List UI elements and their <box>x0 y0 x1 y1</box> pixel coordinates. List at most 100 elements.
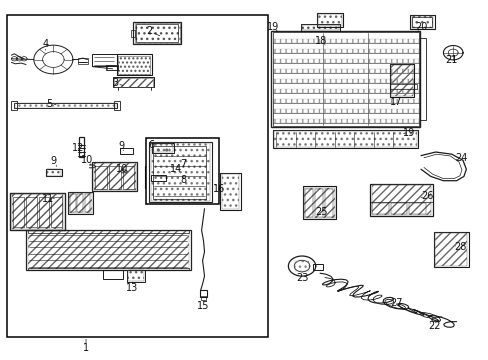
Bar <box>27 231 189 269</box>
Text: 28: 28 <box>453 242 465 252</box>
Bar <box>151 143 210 201</box>
Bar <box>200 296 205 300</box>
Text: 7: 7 <box>180 159 186 169</box>
Bar <box>411 16 432 28</box>
Text: 3: 3 <box>112 78 118 88</box>
Bar <box>409 15 434 29</box>
Bar <box>153 145 206 199</box>
Bar <box>302 25 338 30</box>
Bar <box>6 15 267 337</box>
Bar <box>135 23 179 43</box>
Text: 2: 2 <box>146 26 152 36</box>
Bar <box>315 189 323 217</box>
Text: 13: 13 <box>126 283 138 293</box>
Text: 14: 14 <box>170 164 182 174</box>
Bar <box>303 186 335 220</box>
Bar <box>133 22 181 44</box>
Bar <box>153 144 172 152</box>
Bar <box>128 270 143 282</box>
Bar <box>272 39 418 43</box>
Bar <box>295 261 308 271</box>
Bar <box>272 59 418 63</box>
Bar <box>113 77 154 87</box>
Bar <box>94 163 136 190</box>
Bar <box>272 130 417 148</box>
Bar <box>312 264 323 270</box>
Bar <box>120 148 133 154</box>
Bar <box>272 89 418 93</box>
Bar <box>14 103 117 108</box>
Bar <box>84 194 90 212</box>
Bar <box>118 55 150 74</box>
Bar <box>26 230 190 270</box>
Bar <box>301 24 339 31</box>
Text: 8: 8 <box>180 175 186 185</box>
Text: 19: 19 <box>266 22 278 32</box>
Bar <box>46 169 61 176</box>
Bar <box>10 193 65 230</box>
Bar <box>45 168 62 176</box>
Bar <box>145 167 162 187</box>
Bar <box>151 175 166 181</box>
Text: 16: 16 <box>213 184 225 194</box>
Bar <box>103 270 122 279</box>
Bar <box>70 194 76 212</box>
Bar <box>144 166 163 188</box>
Bar <box>127 270 144 282</box>
Bar <box>390 65 412 96</box>
Bar <box>79 137 83 157</box>
Text: 20: 20 <box>414 22 427 32</box>
Bar <box>274 131 416 147</box>
Bar <box>77 194 83 212</box>
Bar <box>27 267 189 270</box>
Bar <box>122 166 134 189</box>
Bar <box>433 231 468 267</box>
Bar <box>114 101 120 110</box>
Bar <box>149 142 211 202</box>
Bar <box>106 65 118 70</box>
Bar <box>272 109 418 113</box>
Bar <box>68 192 93 214</box>
Bar <box>408 203 425 215</box>
Bar <box>316 13 343 27</box>
Text: 10: 10 <box>115 164 127 174</box>
Text: 17: 17 <box>389 97 402 107</box>
Bar <box>78 58 88 64</box>
Bar <box>271 31 419 127</box>
Text: 11: 11 <box>42 194 55 204</box>
Bar <box>117 54 152 75</box>
Bar <box>389 84 416 89</box>
Bar <box>27 230 189 233</box>
Bar <box>272 32 418 126</box>
Bar <box>369 184 432 216</box>
Text: 26: 26 <box>420 191 433 201</box>
Text: 6: 6 <box>148 140 155 150</box>
Bar <box>95 166 107 189</box>
Text: 21: 21 <box>445 55 457 65</box>
Bar <box>39 197 49 227</box>
Bar <box>221 174 239 210</box>
Bar <box>131 30 135 37</box>
Text: 9: 9 <box>50 156 56 166</box>
Text: 22: 22 <box>427 321 440 331</box>
Bar <box>272 79 418 83</box>
Bar <box>107 66 117 69</box>
Bar <box>92 162 137 192</box>
Bar <box>69 193 92 213</box>
Bar <box>434 233 467 266</box>
Text: 18: 18 <box>315 36 327 46</box>
Bar <box>199 290 206 297</box>
Bar <box>51 197 62 227</box>
Bar <box>26 197 37 227</box>
Bar <box>304 188 334 219</box>
Bar <box>92 54 117 66</box>
Bar <box>15 103 116 108</box>
Bar <box>318 14 341 26</box>
Text: 19: 19 <box>403 129 415 138</box>
Bar <box>272 119 418 123</box>
Bar <box>272 69 418 73</box>
Bar <box>272 99 418 103</box>
Bar <box>371 203 388 215</box>
Bar <box>419 38 425 120</box>
Bar <box>136 24 178 42</box>
